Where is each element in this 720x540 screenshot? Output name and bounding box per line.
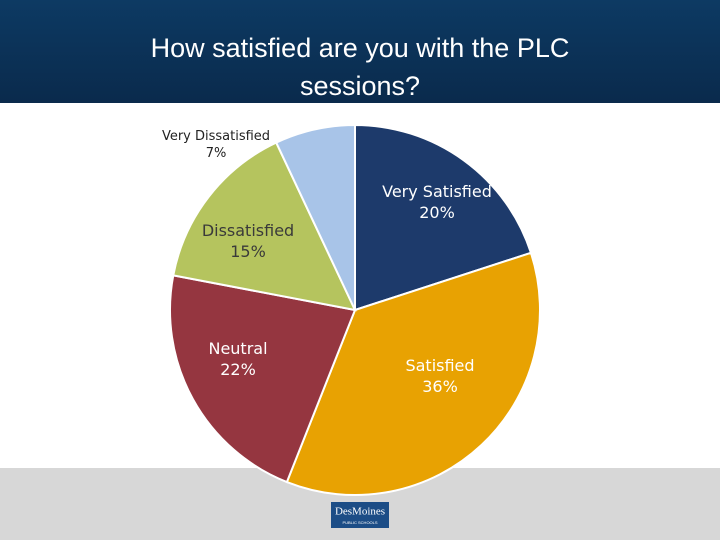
slice-value-label: 36% [422,377,458,396]
logo-text: DesMoines [335,506,385,518]
slice-label: Neutral [208,339,267,358]
header-band [0,0,720,103]
slice-label: Dissatisfied [202,221,294,240]
slice-value-label: 22% [220,360,256,379]
slice-label: Very Dissatisfied [162,129,270,144]
chart-title: How satisfied are you with the PLC sessio… [151,33,570,101]
pie-slice [169,274,357,484]
slice-value-label: 20% [419,203,455,222]
pie-slice [354,123,533,312]
pie-slice [285,251,541,496]
slice-label: Satisfied [405,356,474,375]
logo-subtext: PUBLIC SCHOOLS [342,520,377,525]
slice-label: Very Satisfied [382,182,492,201]
pie-slice [172,141,357,312]
slice-value-label: 7% [206,146,227,161]
logo-box [331,502,389,528]
pie-slice [274,123,356,311]
slice-value-label: 15% [230,242,266,261]
